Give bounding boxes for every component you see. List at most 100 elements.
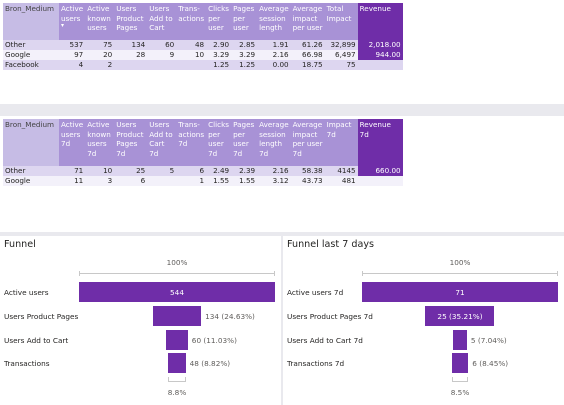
funnel-bar[interactable] (362, 282, 558, 302)
top-percentage-label: 100% (449, 258, 471, 267)
table-cell: 20 (85, 50, 115, 60)
column-header[interactable]: Average impact per user (290, 3, 325, 40)
table-cell: 4145 (324, 166, 358, 176)
table-cell: 3 (85, 176, 115, 186)
table-cell: 48 (176, 40, 207, 50)
table-cell: 2,018.00 (357, 40, 403, 50)
column-header[interactable]: Average session length (257, 3, 291, 40)
column-header[interactable]: Clicks per user 7d (206, 119, 232, 166)
table-cell: 660.00 (357, 166, 403, 176)
column-header[interactable]: Bron_Medium (3, 3, 59, 40)
table-row[interactable]: Google 11 3 6 1 1.55 1.55 3.12 43.73 481 (3, 176, 403, 186)
row-label: Facebook (3, 60, 59, 70)
column-header[interactable]: Average session length 7d (257, 119, 291, 166)
table-cell: 5 (147, 166, 177, 176)
top-bracket-line (362, 273, 558, 274)
column-header[interactable]: Average impact per user 7d (290, 119, 325, 166)
top-bracket-tick (79, 271, 80, 276)
table-cell: 43.73 (290, 176, 325, 186)
table-cell: 2.39 (231, 166, 258, 176)
table-cell: 3.29 (206, 50, 232, 60)
funnel-title: Funnel last 7 days (287, 239, 375, 250)
table-cell: 32,899 (324, 40, 358, 50)
column-header[interactable]: Users Product Pages 7d (114, 119, 148, 166)
table-cell: 2.16 (257, 166, 291, 176)
table-cell: 2.16 (257, 50, 291, 60)
matrix-visual-7-days: Bron_Medium Active users 7d Active known… (0, 116, 564, 232)
stage-value-label: 544 (170, 288, 184, 297)
table-cell: 6 (176, 166, 207, 176)
table-row[interactable]: Google 97 20 28 9 10 3.29 3.29 2.16 66.98 6,497 944… (3, 50, 403, 60)
top-bracket-line (79, 273, 275, 274)
column-header[interactable]: Revenue (357, 3, 403, 40)
stage-value-label: 71 (455, 288, 465, 297)
table-cell: 481 (324, 176, 358, 186)
funnel-chart-7d: Funnel last 7 days 100% Active users 7d 71 U… (283, 236, 564, 405)
table-cell: 28 (114, 50, 148, 60)
funnel-bar[interactable] (451, 353, 469, 373)
row-label: Other (3, 166, 59, 176)
bottom-percentage-label: 8.8% (167, 388, 187, 397)
table-cell: 97 (59, 50, 86, 60)
column-header[interactable]: Pages per user 7d (231, 119, 258, 166)
row-label: Google (3, 50, 59, 60)
column-header[interactable]: Trans-actions 7d (176, 119, 207, 166)
funnel-bar[interactable] (168, 353, 186, 373)
column-header[interactable]: Pages per user (231, 3, 258, 40)
stage-value-label: 6 (8.45%) (472, 359, 509, 368)
sort-descending-icon[interactable]: ▾ (61, 22, 65, 30)
table-cell: 9 (147, 50, 177, 60)
table-cell: 25 (114, 166, 148, 176)
table-cell (147, 60, 177, 70)
stage-value-label: 25 (35.21%) (437, 312, 483, 321)
funnel-bar[interactable] (79, 282, 275, 302)
stage-label: Active users (4, 288, 49, 297)
table-cell: 3.29 (231, 50, 258, 60)
table-cell: 1.25 (206, 60, 232, 70)
table-cell: 2.85 (231, 40, 258, 50)
column-header[interactable]: Active users ▾ (59, 3, 86, 40)
table-cell: 1.55 (231, 176, 258, 186)
column-header[interactable]: Users Product Pages (114, 3, 148, 40)
column-header[interactable]: Total Impact (324, 3, 358, 40)
table-cell: 18.75 (290, 60, 325, 70)
table-row[interactable]: Other 71 10 25 5 6 2.49 2.39 2.16 58.38 4145 660.00 (3, 166, 403, 176)
funnel-chart: Funnel 100% Active users 544 Users Product P… (0, 236, 281, 405)
bottom-bracket-line (168, 381, 186, 382)
bottom-bracket-tick (184, 377, 186, 382)
table-cell (357, 176, 403, 186)
column-header[interactable]: Impact 7d (324, 119, 358, 166)
table-cell: 75 (85, 40, 115, 50)
funnel-bar[interactable] (425, 306, 495, 326)
column-header[interactable]: Users Add to Cart (147, 3, 177, 40)
column-header[interactable]: Revenue 7d (357, 119, 403, 166)
stage-value-label: 60 (11.03%) (191, 336, 237, 345)
column-header[interactable]: Bron_Medium (3, 119, 59, 166)
table-row[interactable]: Other 537 75 134 60 48 2.90 2.85 1.91 61.26 32,899… (3, 40, 403, 50)
table-cell: 1.25 (231, 60, 258, 70)
row-label: Google (3, 176, 59, 186)
bottom-bracket-tick (451, 377, 453, 382)
column-header[interactable]: Clicks per user (206, 3, 232, 40)
table-cell: 2.90 (206, 40, 232, 50)
table-cell: 134 (114, 40, 148, 50)
row-label: Other (3, 40, 59, 50)
column-header[interactable]: Active known users 7d (85, 119, 115, 166)
matrix-visual-all-time: Bron_Medium Active users ▾ Active known u… (0, 0, 564, 104)
table-cell (176, 60, 207, 70)
column-header[interactable]: Active users 7d (59, 119, 86, 166)
funnel-bar[interactable] (152, 306, 202, 326)
stage-label: Users Product Pages (4, 312, 79, 321)
metrics-table: Bron_Medium Active users ▾ Active known u… (3, 3, 403, 70)
stage-label: Transactions (4, 359, 50, 368)
column-header[interactable]: Users Add to Cart 7d (147, 119, 177, 166)
column-header[interactable]: Active known users (85, 3, 115, 40)
table-cell: 75 (324, 60, 358, 70)
bottom-bracket-tick (467, 377, 469, 382)
stage-label: Users Product Pages 7d (287, 312, 373, 321)
column-header[interactable]: Trans-actions (176, 3, 207, 40)
table-row[interactable]: Facebook 4 2 1.25 1.25 0.00 18.75 75 (3, 60, 403, 70)
funnel-bar[interactable] (453, 330, 467, 350)
funnel-bar[interactable] (166, 330, 188, 350)
stage-value-label: 134 (24.63%) (205, 312, 255, 321)
